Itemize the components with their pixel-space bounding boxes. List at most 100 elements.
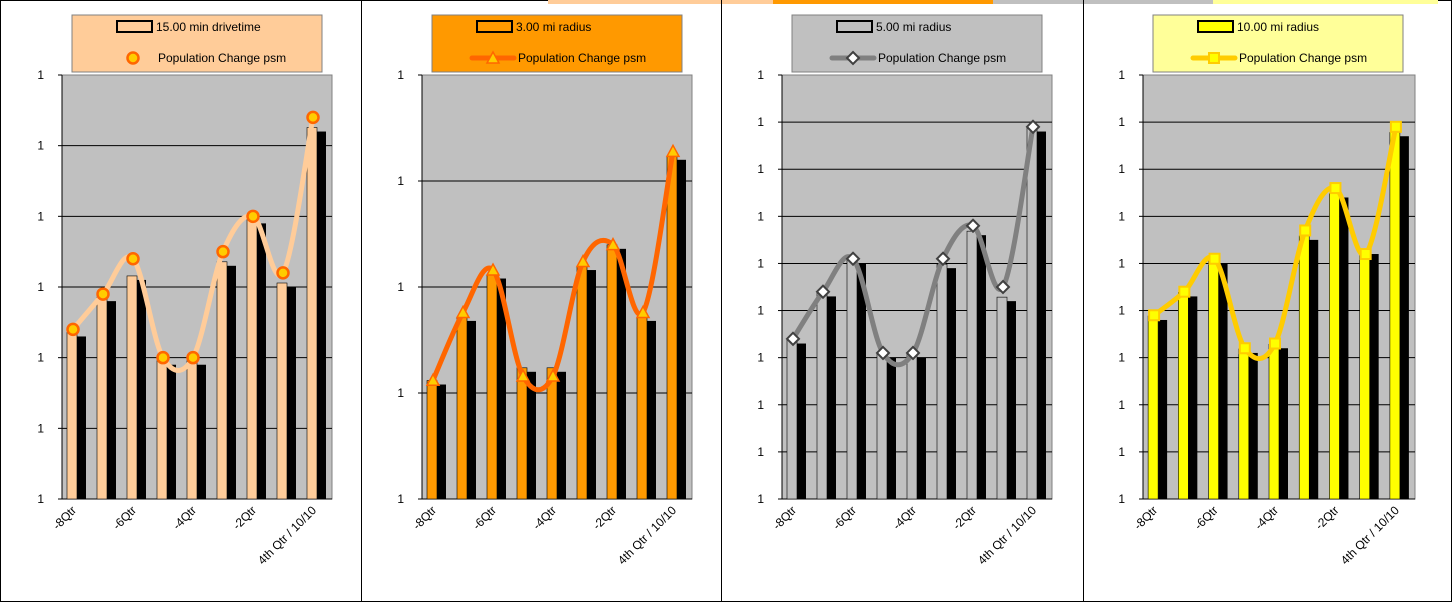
x-tick-label: -2Qtr — [230, 503, 259, 532]
y-tick-label: 1 — [757, 162, 764, 176]
data-point — [545, 368, 561, 382]
bar — [816, 292, 828, 500]
bar-shadow — [1248, 352, 1258, 499]
bar — [216, 261, 228, 500]
bar-shadow — [587, 270, 596, 499]
bar-shadow — [1279, 348, 1288, 499]
x-tick-label: -2Qtr — [950, 503, 979, 532]
bar-shadow — [1037, 131, 1046, 500]
x-tick-label: -4Qtr — [1252, 503, 1281, 532]
bar-shadow — [77, 336, 86, 499]
bar-shadow — [1369, 254, 1379, 499]
data-point — [935, 251, 951, 267]
legend-bar-swatch — [116, 20, 153, 33]
y-tick-label: 1 — [757, 492, 764, 506]
bar-shadow — [857, 263, 866, 499]
legend-marker — [1208, 52, 1220, 64]
panel-divider-1 — [361, 0, 362, 602]
top-strip-4 — [1213, 0, 1438, 4]
bar — [186, 360, 198, 500]
data-point — [995, 279, 1011, 295]
legend-label-line: Population Change psm — [518, 51, 646, 65]
legend-label-line: Population Change psm — [158, 51, 286, 65]
x-tick-label: 4th Qtr / 10/10 — [615, 503, 679, 567]
y-tick-label: 1 — [757, 398, 764, 412]
bar — [876, 353, 888, 500]
y-tick-label: 1 — [397, 68, 404, 82]
data-point — [875, 345, 891, 361]
legend-box — [1152, 14, 1404, 73]
y-tick-label: 1 — [757, 304, 764, 318]
y-tick-label: 1 — [757, 68, 764, 82]
data-point — [1389, 120, 1402, 133]
data-point — [905, 345, 921, 361]
legend-label-bar: 15.00 min drivetime — [156, 20, 261, 34]
bar — [1208, 259, 1219, 500]
y-tick-label: 1 — [1118, 351, 1125, 365]
y-tick-label: 1 — [37, 139, 44, 153]
bar — [516, 367, 528, 500]
x-tick-label: 4th Qtr / 10/10 — [255, 503, 319, 567]
y-tick-label: 1 — [1118, 304, 1125, 318]
bar — [996, 296, 1008, 500]
data-point — [246, 209, 260, 224]
x-tick-label: -6Qtr — [1191, 503, 1220, 532]
y-tick-label: 1 — [757, 209, 764, 223]
bar-shadow — [317, 131, 326, 500]
bar-shadow — [917, 357, 926, 499]
top-strip-2 — [773, 0, 993, 4]
data-point — [156, 350, 170, 365]
y-tick-label: 1 — [37, 421, 44, 435]
data-point — [1025, 119, 1041, 135]
bar — [906, 353, 918, 500]
data-point — [455, 304, 471, 319]
y-tick-label: 1 — [37, 351, 44, 365]
legend-label-bar: 5.00 mi radius — [876, 20, 951, 34]
x-tick-label: -4Qtr — [530, 503, 559, 532]
bar — [276, 282, 288, 500]
bar — [936, 263, 948, 500]
bar-shadow — [437, 384, 446, 499]
bar — [1298, 235, 1310, 500]
bar-shadow — [1218, 263, 1228, 499]
bar-shadow — [647, 320, 656, 499]
legend-label-line: Population Change psm — [878, 51, 1006, 65]
bar — [1268, 343, 1280, 500]
bar-shadow — [257, 223, 266, 499]
bar-shadow — [827, 296, 836, 499]
legend-label-bar: 3.00 mi radius — [516, 20, 591, 34]
bar-shadow — [167, 364, 176, 499]
y-tick-label: 1 — [1118, 115, 1125, 129]
data-point — [785, 331, 801, 347]
x-tick-label: 4th Qtr / 10/10 — [975, 503, 1039, 567]
y-tick-label: 1 — [757, 445, 764, 459]
y-tick-label: 1 — [397, 280, 404, 294]
x-tick-label: -6Qtr — [470, 503, 499, 532]
bar-shadow — [287, 287, 296, 499]
bar — [1389, 131, 1401, 500]
data-point — [276, 266, 290, 280]
bar-shadow — [197, 364, 206, 499]
bar-shadow — [887, 357, 896, 499]
x-tick-label: -8Qtr — [770, 503, 799, 532]
data-point — [965, 218, 981, 234]
y-tick-label: 1 — [37, 492, 44, 506]
data-point — [515, 368, 531, 382]
legend-label-bar: 10.00 mi radius — [1237, 20, 1319, 34]
data-point — [485, 262, 501, 276]
bar-shadow — [227, 265, 236, 499]
bar — [1359, 249, 1370, 500]
y-tick-label: 1 — [1118, 445, 1125, 459]
bar-shadow — [557, 371, 566, 499]
bar-shadow — [527, 371, 536, 499]
legend-bar-swatch — [1197, 20, 1234, 33]
bar — [786, 339, 798, 500]
legend: 3.00 mi radius Population Change psm — [431, 14, 683, 73]
bar-shadow — [677, 159, 686, 500]
x-tick-label: -6Qtr — [110, 503, 139, 532]
data-point — [1269, 337, 1281, 350]
bar — [426, 380, 438, 500]
